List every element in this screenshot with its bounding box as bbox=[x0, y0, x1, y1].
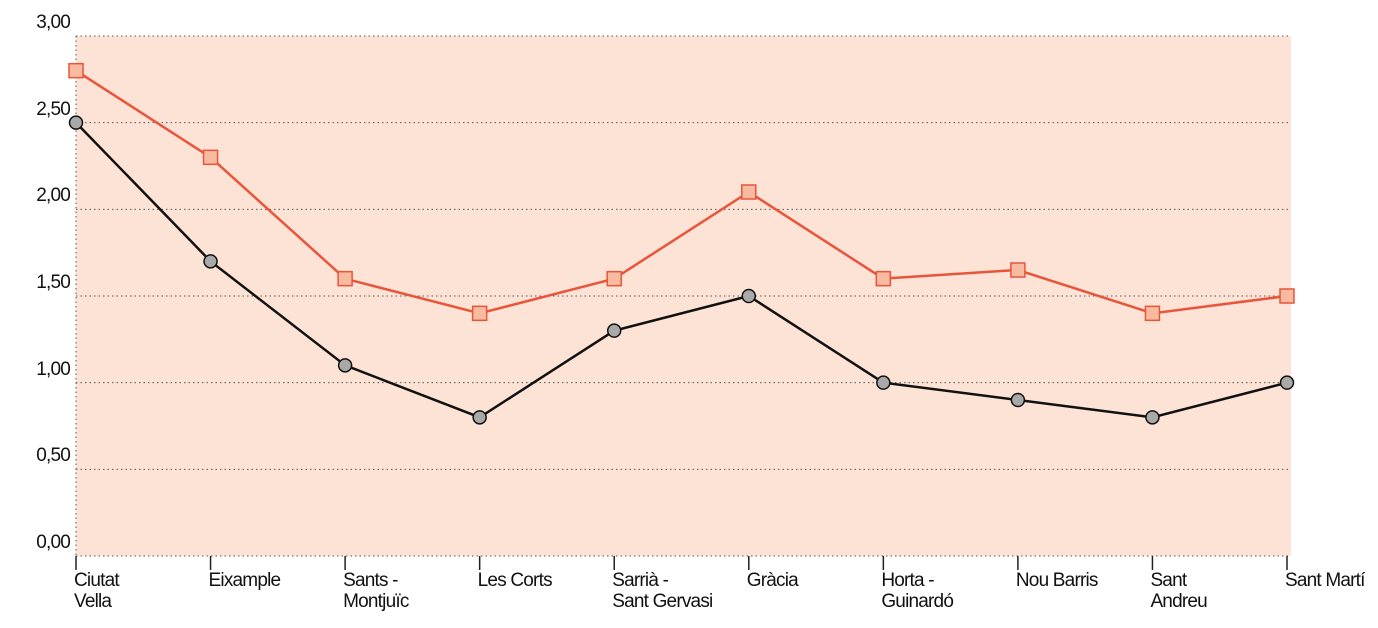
marker bbox=[606, 323, 622, 338]
marker bbox=[1145, 410, 1160, 425]
y-tick-label: 1,00 bbox=[36, 358, 71, 380]
marker bbox=[202, 149, 219, 166]
marker bbox=[1010, 262, 1026, 278]
x-tick-label: Sarrià - Sant Gervasi bbox=[612, 570, 713, 612]
y-tick-label: 0,00 bbox=[36, 532, 71, 553]
x-tick-label: Sants - Montjuïc bbox=[343, 570, 409, 612]
marker bbox=[1279, 288, 1295, 304]
marker bbox=[606, 270, 622, 287]
y-tick-label: 2,00 bbox=[36, 185, 71, 207]
series-line bbox=[75, 69, 1288, 315]
marker bbox=[337, 358, 353, 373]
marker bbox=[875, 270, 892, 287]
marker bbox=[876, 375, 891, 390]
x-tick-label: Eixample bbox=[208, 570, 282, 591]
marker bbox=[1279, 375, 1295, 390]
x-tick-label: Gràcia bbox=[746, 570, 799, 591]
marker bbox=[741, 288, 757, 304]
y-tick-label: 3,00 bbox=[36, 12, 71, 33]
marker bbox=[203, 254, 218, 269]
marker bbox=[337, 270, 353, 287]
marker bbox=[68, 115, 84, 130]
marker bbox=[1144, 305, 1161, 322]
x-tick-label: Les Corts bbox=[477, 570, 553, 591]
x-tick-label: Sant Andreu bbox=[1150, 570, 1207, 612]
marker bbox=[1010, 392, 1026, 408]
y-tick-label: 2,50 bbox=[36, 98, 71, 120]
x-tick-label: Nou Barris bbox=[1015, 570, 1099, 591]
series-line bbox=[75, 121, 1288, 419]
y-tick-label: 0,50 bbox=[36, 445, 71, 467]
y-tick-label: 1,50 bbox=[36, 272, 71, 293]
x-tick-label: Horta - Guinardó bbox=[881, 570, 954, 612]
marker bbox=[472, 410, 487, 425]
marker bbox=[741, 184, 757, 200]
marker bbox=[471, 305, 488, 322]
x-tick-label: Ciutat Vella bbox=[74, 570, 120, 612]
x-tick-label: Sant Martí bbox=[1285, 570, 1365, 591]
marker bbox=[68, 62, 84, 79]
